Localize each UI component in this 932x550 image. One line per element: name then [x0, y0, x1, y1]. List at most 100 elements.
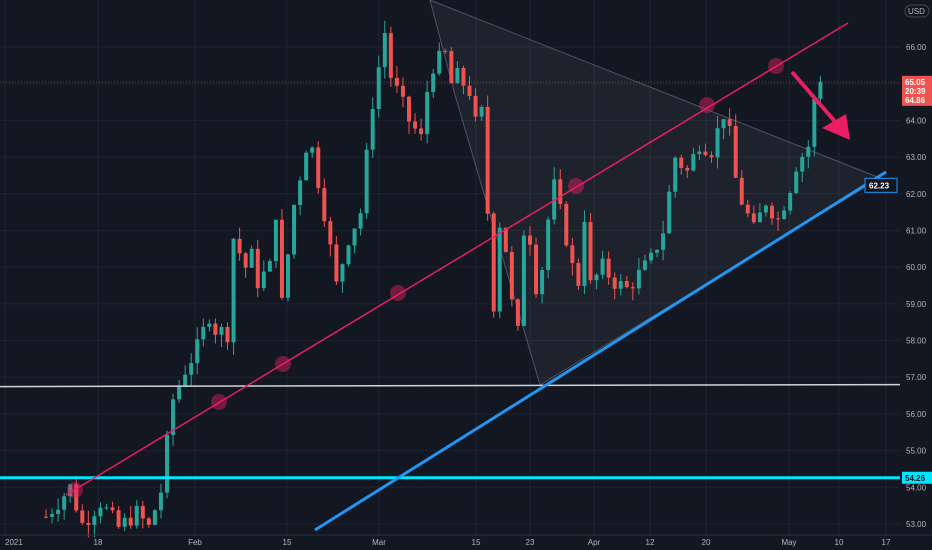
candle — [292, 204, 297, 259]
x-tick-label: 18 — [94, 538, 103, 547]
candle — [534, 237, 539, 298]
candle-body — [273, 219, 278, 262]
current-price-value: 65.05 — [905, 78, 926, 87]
candle-body — [709, 155, 714, 158]
x-tick-label: Feb — [188, 538, 202, 547]
candle-body — [757, 212, 762, 223]
candle-body — [642, 260, 647, 270]
y-tick-label: 63.00 — [906, 153, 927, 162]
candle-body — [491, 213, 496, 312]
candle-body — [376, 67, 381, 110]
candle-body — [473, 95, 478, 117]
candle-body — [763, 205, 768, 213]
candle-body — [304, 152, 309, 181]
candle-body — [116, 510, 121, 527]
candle — [745, 199, 750, 218]
candle — [521, 230, 526, 327]
candle — [419, 118, 424, 141]
candle-body — [74, 484, 79, 511]
candle-body — [400, 85, 405, 97]
pink-trend-line[interactable] — [65, 22, 849, 496]
currency-badge[interactable] — [904, 4, 930, 18]
y-tick-label: 56.00 — [906, 410, 927, 419]
candle-body — [177, 385, 182, 400]
candle-body — [92, 516, 97, 525]
candle — [812, 94, 817, 157]
candle-body — [624, 281, 629, 288]
candle — [540, 267, 545, 304]
x-tick-label: 17 — [882, 538, 891, 547]
candle-body — [521, 235, 526, 326]
candle — [249, 245, 254, 269]
candle-body — [570, 245, 575, 264]
candle — [92, 510, 97, 538]
candle — [122, 513, 127, 532]
y-tick-label: 55.00 — [906, 447, 927, 456]
candle — [134, 499, 139, 529]
candle — [739, 169, 744, 206]
level-label-text: 62.23 — [869, 181, 890, 190]
candle — [195, 327, 200, 375]
candle — [467, 76, 472, 100]
support-price-label-bg — [902, 471, 932, 484]
candle-body — [207, 323, 212, 327]
candle-body — [770, 205, 774, 219]
candle — [473, 88, 478, 122]
candle-body — [455, 67, 460, 84]
level-label-bg — [864, 177, 898, 193]
candle — [782, 205, 787, 220]
candle-body — [733, 125, 738, 178]
price-axis[interactable]: 53.00 54.00 55.00 56.00 57.00 58.00 59.00 60.00… — [904, 4, 930, 529]
candle-body — [122, 517, 127, 527]
x-tick-label: 23 — [526, 538, 535, 547]
candle-body — [298, 180, 303, 205]
candle — [146, 516, 151, 528]
candle-body — [219, 327, 224, 335]
blue-trend-line[interactable] — [314, 170, 887, 532]
horizontal-line-white[interactable] — [0, 383, 901, 388]
candle — [806, 140, 811, 169]
candle-body — [165, 434, 169, 493]
candle — [751, 205, 756, 225]
candle — [177, 379, 182, 403]
candle-body — [673, 157, 678, 192]
candle — [770, 202, 774, 225]
candle-body — [80, 510, 85, 523]
candle — [800, 152, 805, 183]
candle-body — [425, 92, 430, 135]
candle-body — [588, 222, 593, 281]
candle-body — [739, 177, 744, 205]
time-axis[interactable]: 2021 18 Feb 15 Mar 15 23 Apr 12 20 May 10 17 — [0, 534, 932, 547]
candle-body — [691, 154, 696, 171]
y-tick-label: 61.00 — [906, 226, 927, 235]
candle — [334, 236, 339, 285]
drawing-overlays-front[interactable] — [0, 22, 901, 532]
touch-point-marker — [390, 285, 406, 301]
candle — [231, 237, 236, 355]
candle — [497, 222, 502, 319]
candle — [98, 502, 103, 524]
candle — [364, 142, 369, 219]
candle-body — [255, 248, 260, 289]
y-tick-label: 54.00 — [906, 483, 927, 492]
candle-body — [195, 339, 200, 364]
candle-body — [528, 235, 532, 245]
candle-body — [685, 167, 690, 171]
candle-body — [582, 222, 587, 286]
candle — [80, 504, 85, 526]
candle-body — [667, 191, 672, 234]
candle — [582, 210, 587, 294]
candle — [679, 154, 684, 175]
candle — [515, 298, 520, 332]
candle — [503, 227, 508, 253]
candle — [594, 273, 599, 290]
y-tick-label: 62.00 — [906, 190, 927, 199]
candle — [237, 227, 242, 261]
candle — [727, 108, 732, 136]
candle — [612, 272, 617, 300]
candle-body — [606, 258, 611, 278]
prev-close-value: 64.86 — [905, 96, 926, 105]
touch-point-marker — [699, 97, 715, 113]
